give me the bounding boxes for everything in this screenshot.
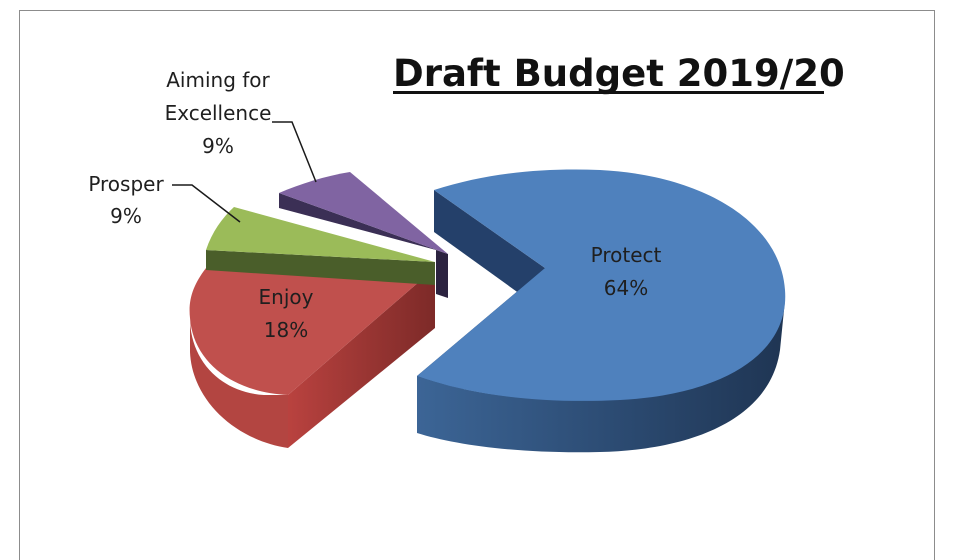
label-aiming-name-line1: Aiming for xyxy=(166,68,270,92)
pie-slice-prosper xyxy=(206,207,435,285)
leader-line-aiming xyxy=(272,121,317,183)
label-enjoy-name: Enjoy xyxy=(259,285,314,309)
label-prosper-value: 9% xyxy=(110,204,142,228)
label-protect-name: Protect xyxy=(591,243,662,267)
label-aiming-name-line2: Excellence xyxy=(165,101,272,125)
pie-slice-protect xyxy=(417,169,786,453)
pie-slice-aiming-for-excellence xyxy=(279,172,448,298)
chart-title-underline xyxy=(393,91,824,94)
pie-slice-enjoy xyxy=(189,268,435,448)
label-prosper-name: Prosper xyxy=(88,172,164,196)
label-aiming-value: 9% xyxy=(202,134,234,158)
leader-line-prosper xyxy=(172,184,241,223)
label-protect-value: 64% xyxy=(604,276,648,300)
label-enjoy-value: 18% xyxy=(264,318,308,342)
chart-title: Draft Budget 2019/20 xyxy=(393,52,845,95)
